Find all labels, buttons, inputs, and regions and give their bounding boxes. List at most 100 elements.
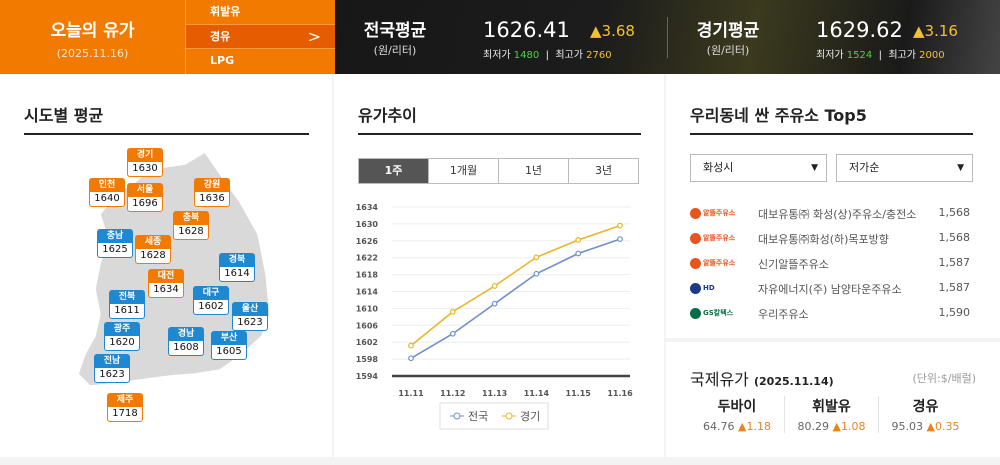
intl-item: 경유 95.03 ▲0.35 (878, 396, 972, 433)
top5-panel: 우리동네 싼 주유소 Top5 화성시 ▼ 저가순 ▼ 알뜰주유소 대보유통㈜ 화성(… (666, 74, 1000, 338)
korea-map (77, 150, 271, 405)
fuel-tab-lpg[interactable]: LPG (186, 49, 335, 74)
region-value: 1718 (112, 408, 138, 419)
station-price: 1,590 (938, 306, 971, 319)
region-value: 1608 (173, 342, 199, 353)
region-label[interactable]: 서울 1696 (127, 183, 163, 212)
station-row[interactable]: 알뜰주유소 대보유통㈜화성(하)목포방향 1,568 (690, 229, 970, 249)
region-name: 경북 (220, 254, 254, 267)
data-point (575, 250, 582, 257)
y-tick-label: 1606 (356, 321, 379, 330)
station-row[interactable]: 알뜰주유소 대보유통㈜ 화성(상)주유소/충전소 1,568 (690, 204, 970, 224)
intl-item: 휘발유 80.29 ▲1.08 (784, 396, 878, 433)
region-name: 강원 (195, 179, 229, 192)
fuel-label: 경유 (210, 29, 231, 43)
x-tick-label: 11.12 (440, 389, 465, 398)
y-tick-label: 1626 (356, 237, 379, 246)
tab-1year[interactable]: 1년 (498, 159, 568, 183)
price-trend-chart: 1594 1598 1602 1606 1610 1614 1618 1622 1626 1630… (356, 203, 633, 430)
region-value: 1628 (140, 250, 166, 261)
panel-title: 우리동네 싼 주유소 Top5 (690, 106, 867, 125)
region-name: 대구 (194, 287, 228, 300)
x-tick-label: 11.16 (607, 389, 633, 398)
y-tick-label: 1602 (356, 338, 378, 347)
avg-min-max: 최저가 1480 | 최고가 2760 (483, 50, 612, 61)
y-tick-label: 1622 (356, 254, 378, 263)
y-tick-label: 1594 (356, 372, 379, 381)
sort-select[interactable]: 저가순 ▼ (836, 154, 973, 182)
region-label[interactable]: 경남 1608 (168, 327, 204, 356)
region-name: 제주 (108, 394, 142, 407)
region-label[interactable]: 전남 1623 (94, 354, 130, 383)
fuel-tab-diesel[interactable]: 경유 > (186, 24, 335, 50)
data-point (533, 270, 540, 277)
x-tick-label: 11.11 (398, 389, 424, 398)
region-name: 울산 (233, 303, 267, 316)
data-point (408, 355, 414, 362)
avg-change: ▲3.16 (913, 22, 958, 40)
station-price: 1,568 (938, 231, 971, 244)
brand-logo-icon: GS칼텍스 (690, 306, 738, 320)
series-line (410, 238, 621, 359)
region-value: 1623 (237, 317, 263, 328)
price-trend-panel: 유가추이 1주 1개월 1년 3년 1594 1598 1602 1606 1610 16… (334, 74, 664, 457)
title-underline (24, 133, 309, 135)
dropdown-arrow-icon: ▼ (957, 163, 964, 173)
region-label[interactable]: 제주 1718 (107, 393, 143, 422)
region-label[interactable]: 인천 1640 (89, 178, 125, 207)
legend-marker (453, 412, 461, 420)
region-name: 광주 (105, 323, 139, 336)
region-value: 1620 (109, 337, 135, 348)
x-tick-label: 11.13 (482, 389, 507, 398)
regional-average-panel: 시도별 평균 경기 1630 인천 1640 서울 1696 강원 1636 충북 1628 충남 1… (0, 74, 332, 457)
intl-item: 두바이 64.76 ▲1.18 (690, 396, 784, 433)
data-point (617, 236, 623, 243)
station-row[interactable]: GS칼텍스 우리주유소 1,590 (690, 304, 970, 324)
region-label[interactable]: 울산 1623 (232, 302, 268, 331)
region-label[interactable]: 경기 1630 (127, 148, 163, 177)
region-value: 1696 (132, 198, 158, 209)
data-point (408, 342, 414, 349)
data-point (491, 300, 498, 307)
region-value: 1602 (198, 301, 224, 312)
data-point (491, 283, 498, 289)
station-row[interactable]: 알뜰주유소 신기알뜰주유소 1,587 (690, 254, 970, 274)
station-name: 신기알뜰주유소 (758, 258, 829, 271)
avg-value: 1626.41 (483, 18, 570, 42)
region-label[interactable]: 충남 1625 (97, 229, 133, 258)
y-tick-label: 1614 (356, 288, 379, 297)
region-label[interactable]: 대전 1634 (148, 269, 184, 298)
y-tick-label: 1610 (356, 304, 379, 313)
region-label[interactable]: 대구 1602 (193, 286, 229, 315)
panel-title: 시도별 평균 (24, 106, 104, 125)
region-label[interactable]: 광주 1620 (104, 322, 140, 351)
today-date: (2025.11.16) (56, 47, 129, 60)
tab-3year[interactable]: 3년 (568, 159, 638, 183)
region-value: 1636 (199, 193, 225, 204)
series-line (410, 224, 621, 347)
region-label[interactable]: 부산 1605 (211, 331, 247, 360)
station-name: 대보유통㈜화성(하)목포방향 (758, 233, 889, 246)
tab-1week[interactable]: 1주 (359, 159, 428, 183)
y-tick-label: 1634 (356, 203, 379, 212)
avg-min-max: 최저가 1524 | 최고가 2000 (816, 50, 945, 61)
tab-1month[interactable]: 1개월 (428, 159, 498, 183)
station-name: 자유에너지(주) 남양타운주유소 (758, 283, 902, 296)
data-point (575, 237, 582, 243)
region-value: 1625 (102, 244, 128, 255)
brand-logo-icon: HD (690, 281, 738, 295)
region-label[interactable]: 세종 1628 (135, 235, 171, 264)
region-label[interactable]: 강원 1636 (194, 178, 230, 207)
region-select[interactable]: 화성시 ▼ (690, 154, 827, 182)
station-row[interactable]: HD 자유에너지(주) 남양타운주유소 1,587 (690, 279, 970, 299)
region-label[interactable]: 전북 1611 (109, 290, 145, 319)
intl-value-row: 80.29 ▲1.08 (797, 420, 866, 433)
region-name: 전북 (110, 291, 144, 304)
region-label[interactable]: 경북 1614 (219, 253, 255, 282)
brand-logo-icon: 알뜰주유소 (690, 206, 738, 220)
station-price: 1,587 (938, 281, 971, 294)
region-value: 1605 (216, 346, 242, 357)
fuel-tab-gasoline[interactable]: 휘발유 (186, 0, 335, 25)
fuel-menu: 휘발유 경유 > LPG (185, 0, 335, 74)
region-label[interactable]: 충북 1628 (173, 211, 209, 240)
